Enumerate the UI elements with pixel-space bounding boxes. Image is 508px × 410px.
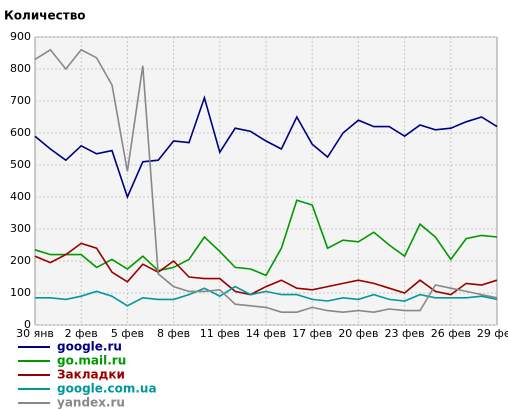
y-tick-label: 500 bbox=[10, 158, 31, 171]
x-tick-label: 26 фев bbox=[431, 327, 471, 340]
x-tick-label: 11 фев bbox=[200, 327, 240, 340]
x-tick-label: 17 фев bbox=[292, 327, 332, 340]
x-tick-label: 5 фев bbox=[111, 327, 144, 340]
x-tick-label: 29 фев bbox=[477, 327, 508, 340]
y-tick-label: 100 bbox=[10, 286, 31, 299]
y-tick-label: 400 bbox=[10, 190, 31, 203]
y-tick-label: 300 bbox=[10, 222, 31, 235]
legend-label: Закладки bbox=[57, 368, 125, 382]
x-tick-label: 23 фев bbox=[385, 327, 425, 340]
legend-label: google.com.ua bbox=[57, 382, 157, 396]
x-tick-label: 2 фев bbox=[65, 327, 98, 340]
y-tick-label: 600 bbox=[10, 126, 31, 139]
y-tick-label: 800 bbox=[10, 62, 31, 75]
x-tick-label: 30 янв bbox=[16, 327, 54, 340]
y-tick-label: 0 bbox=[24, 318, 31, 331]
legend-label: yandex.ru bbox=[57, 396, 125, 410]
series-line bbox=[34, 199, 498, 277]
y-tick-label: 900 bbox=[10, 30, 31, 43]
legend-label: go.mail.ru bbox=[57, 354, 126, 368]
x-tick-label: 14 фев bbox=[246, 327, 286, 340]
series-line bbox=[34, 48, 498, 314]
chart-title: Количество bbox=[4, 9, 86, 23]
series-line bbox=[34, 242, 498, 296]
x-tick-label: 20 фев bbox=[338, 327, 378, 340]
y-tick-label: 200 bbox=[10, 254, 31, 267]
y-tick-label: 700 bbox=[10, 94, 31, 107]
legend-label: google.ru bbox=[57, 340, 122, 354]
series-line bbox=[35, 285, 498, 307]
x-tick-label: 8 фев bbox=[157, 327, 190, 340]
series-line bbox=[34, 95, 498, 200]
